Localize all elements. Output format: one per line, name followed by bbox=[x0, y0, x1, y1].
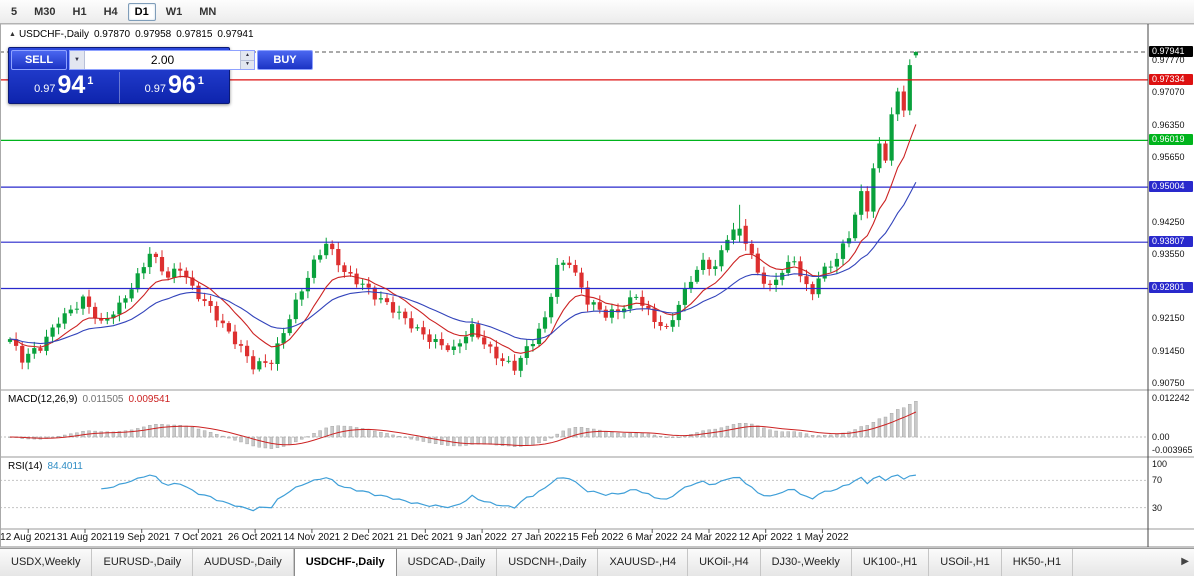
tabs-scroll-right-icon[interactable]: ▶ bbox=[1181, 556, 1189, 567]
chart-tab-eurusd-daily[interactable]: EURUSD-,Daily bbox=[92, 549, 194, 576]
timeframe-button-d1[interactable]: D1 bbox=[127, 2, 156, 21]
lot-increase-button[interactable]: ▲ bbox=[240, 51, 254, 61]
sell-button[interactable]: SELL bbox=[11, 50, 67, 70]
one-click-toggle-icon[interactable]: ▲ bbox=[9, 31, 16, 38]
lot-size-control: ▼ ▲ ▼ bbox=[69, 50, 255, 70]
buy-price-pipette: 1 bbox=[197, 75, 204, 87]
buy-price-display[interactable]: 0.97 96 1 bbox=[118, 71, 230, 103]
ohlc-open: 0.97870 bbox=[93, 29, 131, 40]
sell-price-display[interactable]: 0.97 94 1 bbox=[9, 72, 119, 103]
macd-label: MACD(12,26,9) 0.011505 0.009541 bbox=[8, 394, 170, 405]
chart-tab-uk100-h1[interactable]: UK100-,H1 bbox=[852, 549, 930, 576]
chart-tab-ukoil-h4[interactable]: UKOil-,H4 bbox=[688, 549, 761, 576]
buy-price-big: 96 bbox=[167, 71, 196, 99]
chart-tabs-bar: USDX,Weekly EURUSD-,Daily AUDUSD-,Daily USD… bbox=[0, 548, 1194, 576]
macd-main-value: 0.011505 bbox=[82, 394, 124, 405]
timeframe-button-w1[interactable]: W1 bbox=[165, 5, 183, 18]
sell-price-prefix: 0.97 bbox=[34, 83, 56, 95]
timeframe-button-h1[interactable]: H1 bbox=[72, 5, 87, 18]
ohlc-high: 0.97958 bbox=[135, 29, 172, 40]
buy-price-prefix: 0.97 bbox=[144, 83, 166, 95]
sell-price-pipette: 1 bbox=[87, 75, 94, 87]
chart-symbol-period: USDCHF-,Daily bbox=[18, 29, 89, 40]
rsi-value: 84.4011 bbox=[47, 461, 83, 472]
chart-title: ▲ USDCHF-,Daily 0.97870 0.97958 0.97815 0.979… bbox=[9, 29, 254, 40]
ohlc-low: 0.97815 bbox=[176, 29, 213, 40]
one-click-trading-panel: SELL ▼ ▲ ▼ BUY 0.97 94 1 0.97 96 1 bbox=[8, 47, 313, 104]
rsi-label: RSI(14) 84.4011 bbox=[8, 461, 83, 472]
timeframe-button-h4[interactable]: H4 bbox=[103, 5, 118, 18]
timeframe-button-5[interactable]: 5 bbox=[11, 5, 18, 18]
macd-name: MACD(12,26,9) bbox=[8, 394, 78, 405]
chart-tab-usdx-weekly[interactable]: USDX,Weekly bbox=[0, 549, 93, 576]
timeframe-toolbar: 5 M30 H1 H4 D1 W1 MN bbox=[0, 0, 1194, 24]
chart-tab-usdchf-daily[interactable]: USDCHF-,Daily bbox=[293, 549, 397, 576]
macd-signal-value: 0.009541 bbox=[128, 394, 171, 405]
chart-tab-usoil-h1[interactable]: USOil-,H1 bbox=[929, 549, 1002, 576]
chart-tab-audusd-daily[interactable]: AUDUSD-,Daily bbox=[193, 549, 294, 576]
chart-tab-xauusd-h4[interactable]: XAUUSD-,H4 bbox=[598, 549, 689, 576]
chart-tab-dj30-weekly[interactable]: DJ30-,Weekly bbox=[761, 549, 852, 576]
timeframe-button-mn[interactable]: MN bbox=[199, 5, 217, 18]
lot-dropdown-icon[interactable]: ▼ bbox=[70, 51, 85, 69]
timeframe-button-m30[interactable]: M30 bbox=[34, 5, 56, 18]
chart-tab-usdcad-daily[interactable]: USDCAD-,Daily bbox=[397, 549, 498, 576]
lot-decrease-button[interactable]: ▼ bbox=[240, 60, 254, 69]
chart-tab-hk50-h1[interactable]: HK50-,H1 bbox=[1002, 549, 1074, 576]
buy-button[interactable]: BUY bbox=[257, 50, 313, 70]
lot-size-input[interactable] bbox=[85, 51, 240, 69]
rsi-name: RSI(14) bbox=[8, 461, 43, 472]
ohlc-close: 0.97941 bbox=[217, 29, 254, 40]
sell-price-big: 94 bbox=[57, 71, 86, 99]
chart-tab-usdcnh-daily[interactable]: USDCNH-,Daily bbox=[497, 549, 599, 576]
